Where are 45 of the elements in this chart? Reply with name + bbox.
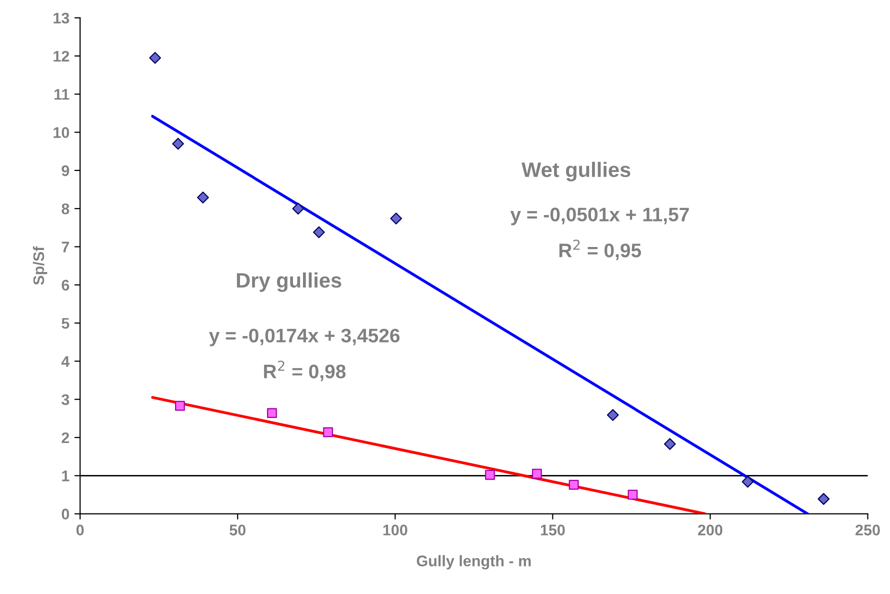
y-tick-label: 13 — [54, 12, 70, 24]
x-tick-label: 50 — [230, 524, 246, 536]
point — [292, 202, 304, 215]
y-axis-title: Sp/Sf — [32, 246, 48, 285]
x-tick-label: 200 — [698, 524, 722, 536]
annotation: R$^{2}$ = 0,98 — [264, 360, 346, 382]
x-tick-label: 150 — [540, 524, 565, 536]
y-tick-label: 11 — [54, 89, 70, 100]
y-tick-label: 2 — [62, 432, 70, 444]
point — [197, 192, 209, 204]
point — [664, 438, 676, 450]
point — [742, 476, 754, 488]
point — [628, 490, 638, 500]
x-axis-title: Gully length - m — [416, 555, 531, 570]
point — [267, 408, 277, 418]
annotation: y = -0,0174x + 3,4526 — [209, 328, 400, 346]
y-tick-label: 10 — [54, 127, 70, 138]
y-tick-label: 4 — [61, 356, 70, 367]
y-tick-label: 0 — [62, 508, 70, 520]
y-tick-label: 9 — [62, 165, 70, 176]
x-tick-label: 250 — [856, 524, 880, 536]
y-tick-label: 3 — [62, 394, 70, 406]
point — [312, 226, 325, 238]
y-tick-label: 1 — [62, 470, 70, 482]
y-tick-label: 8 — [62, 203, 70, 214]
point — [568, 480, 579, 490]
annotation: Dry gullies — [236, 272, 342, 292]
point — [818, 492, 830, 505]
y-tick-label: 6 — [62, 280, 70, 291]
point — [606, 409, 619, 421]
annotation: R$^{2}$ = 0,95 — [559, 240, 642, 260]
y-tick-label: 5 — [62, 318, 70, 329]
point — [172, 138, 184, 150]
y-tick-label: 7 — [62, 242, 70, 252]
annotation: y = -0,0501x + 11,57 — [510, 208, 689, 226]
annotation: Wet gullies — [522, 162, 630, 182]
y-tick-label: 12 — [54, 50, 70, 62]
point — [323, 427, 333, 438]
point — [175, 400, 185, 411]
point — [532, 468, 542, 479]
point — [485, 470, 495, 480]
x-tick-label: 0 — [76, 524, 84, 536]
point — [390, 212, 402, 224]
point — [149, 52, 162, 64]
x-tick-label: 100 — [383, 524, 408, 536]
